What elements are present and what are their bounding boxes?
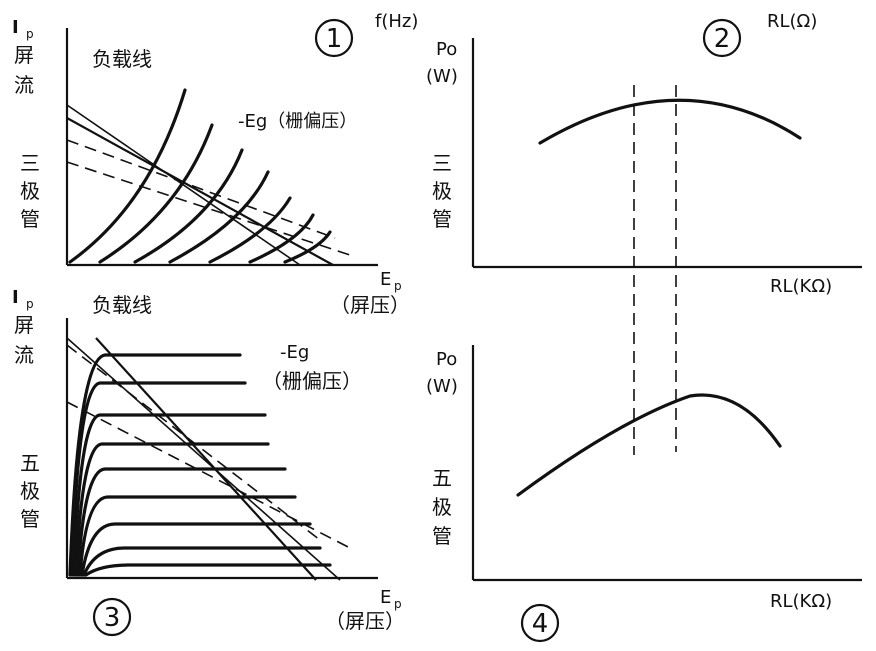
pentode-power-tube-char-2: 极	[432, 495, 452, 519]
triode-x-symbol: E	[380, 269, 391, 290]
pentode-power-tube-char-1: 五	[432, 466, 452, 490]
triode-power-y-unit: (W)	[426, 66, 458, 87]
panel-pentode-power: Po (W) 五 极 管 RL(KΩ) 4	[426, 345, 862, 643]
panel-pentode-curves: I p 屏 流 五 极 管 负载线 -Eg （栅偏压） E p （屏压） 3	[12, 287, 405, 637]
triode-circle	[314, 18, 354, 58]
pentode-y-name-1: 屏	[14, 313, 34, 337]
pentode-grid-bias-symbol: -Eg	[280, 342, 309, 363]
pentode-load-line-dashed-1	[66, 401, 351, 549]
triode-power-tube-char-3: 管	[432, 207, 452, 231]
pentode-power-circle-number: 4	[532, 609, 549, 639]
triode-x-name: （屏压）	[330, 293, 410, 317]
pentode-load-line-label: 负载线	[92, 293, 152, 317]
pentode-load-line-dashed-2	[66, 344, 321, 541]
triode-y-sub: p	[26, 27, 34, 41]
triode-x-sub: p	[394, 279, 402, 293]
triode-power-tube-char-1: 三	[432, 151, 452, 175]
pentode-y-sub: p	[26, 297, 34, 311]
triode-tube-char-2: 极	[20, 179, 40, 203]
triode-load-line-solid-2	[66, 104, 301, 266]
triode-y-symbol: I	[12, 17, 19, 38]
pentode-tube-char-3: 管	[20, 507, 40, 531]
triode-load-line	[66, 117, 334, 266]
pentode-plate-curves	[68, 353, 332, 577]
pentode-power-x-label: RL(KΩ)	[770, 591, 832, 612]
panel-triode-power: 2 RL(Ω) Po (W) 三 极 管 RL(KΩ)	[426, 11, 862, 297]
triode-load-line-dashed-1	[66, 161, 351, 256]
triode-load-line-dashed-2	[66, 139, 336, 239]
panel-triode-curves: 1 f(Hz) I p 屏 流 三 极 管 负载线 -Eg（栅偏压） E p （…	[12, 11, 418, 317]
triode-freq-label: f(Hz)	[375, 11, 418, 32]
triode-tube-char-3: 管	[20, 207, 40, 231]
pentode-load-line-solid-2	[66, 337, 341, 581]
triode-tube-char-1: 三	[20, 151, 40, 175]
pentode-grid-bias-name: （栅偏压）	[262, 369, 362, 393]
triode-y-name-2: 流	[14, 73, 34, 97]
pentode-power-circle	[520, 603, 560, 643]
triode-y-name-1: 屏	[14, 43, 34, 67]
pentode-x-sub: p	[394, 597, 402, 611]
pentode-x-symbol: E	[380, 587, 391, 608]
pentode-circle-number: 3	[104, 603, 121, 633]
triode-power-curve	[538, 98, 802, 145]
pentode-x-name: （屏压）	[325, 609, 405, 633]
pentode-power-tube-char-3: 管	[432, 524, 452, 548]
triode-grid-bias-label: -Eg（栅偏压）	[238, 111, 357, 132]
triode-power-circle-number: 2	[714, 24, 731, 54]
pentode-tube-char-1: 五	[20, 451, 40, 475]
pentode-y-name-2: 流	[14, 343, 34, 367]
triode-power-circle	[702, 18, 742, 58]
triode-power-top-label: RL(Ω)	[767, 11, 817, 32]
pentode-tube-char-2: 极	[20, 479, 40, 503]
pentode-power-y-unit: (W)	[426, 376, 458, 397]
triode-power-tube-char-2: 极	[432, 179, 452, 203]
pentode-power-y-symbol: Po	[436, 349, 457, 370]
pentode-power-curve	[516, 393, 782, 497]
triode-power-x-label: RL(KΩ)	[770, 276, 832, 297]
triode-plate-curves	[68, 88, 332, 264]
triode-circle-number: 1	[326, 24, 343, 54]
triode-power-y-symbol: Po	[436, 39, 457, 60]
pentode-load-line	[95, 337, 317, 581]
triode-load-line-label: 负载线	[92, 47, 152, 71]
pentode-circle	[92, 597, 132, 637]
pentode-y-symbol: I	[12, 287, 19, 308]
